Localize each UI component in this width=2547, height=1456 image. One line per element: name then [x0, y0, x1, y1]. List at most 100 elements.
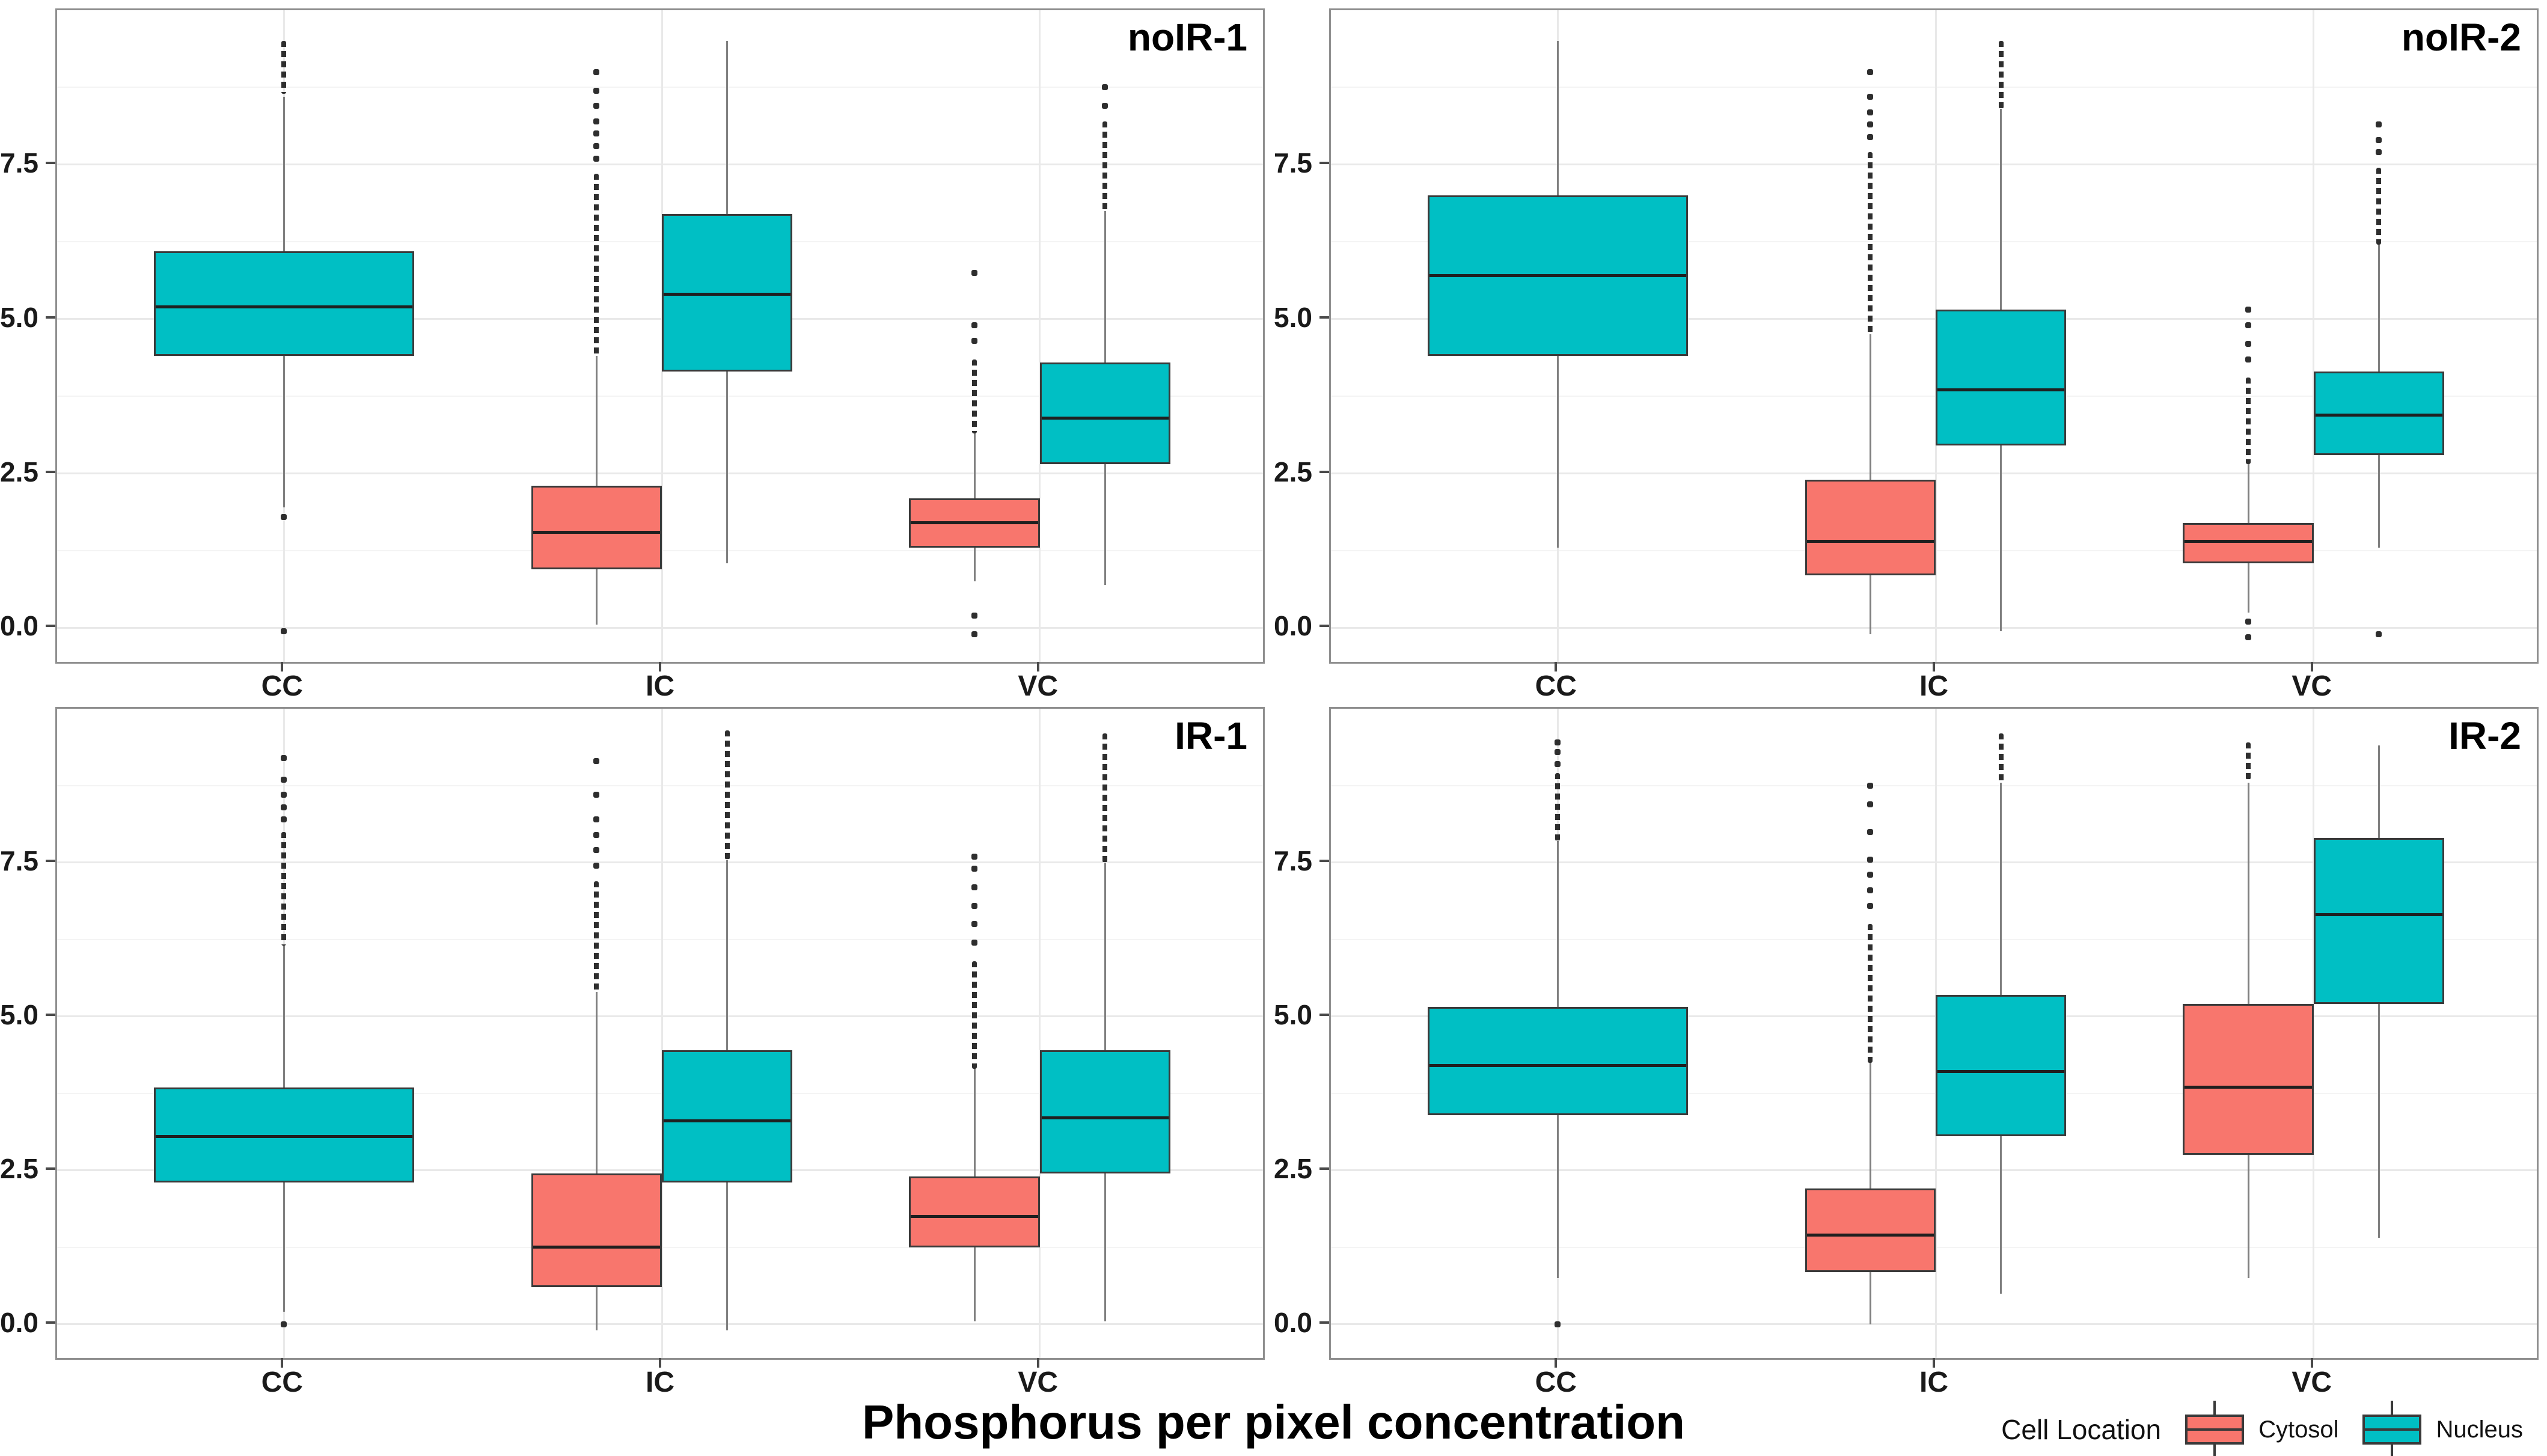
outlier-run [281, 831, 287, 946]
gridline-minor [1331, 87, 2537, 88]
x-tick-label-CC: CC [261, 670, 303, 702]
gridline-major [57, 1323, 1263, 1326]
facet-panel-noIR-1: noIR-1 7.5 5.0 2.5 0.0 CC IC VC [0, 0, 1273, 702]
outlier-point [593, 130, 600, 137]
outlier-point [2376, 631, 2382, 637]
outlier-point [1867, 887, 1874, 893]
median-line [1041, 416, 1169, 420]
upper-whisker [1556, 841, 1559, 1008]
box-CC-Nucleus [153, 1087, 414, 1183]
gridline-minor [57, 785, 1263, 786]
outlier-point [2245, 307, 2252, 313]
y-tick-label: 5.0 [1274, 301, 1312, 333]
outlier-point [971, 853, 978, 860]
x-tick-mark [281, 662, 284, 671]
y-tick-mark [46, 1167, 55, 1170]
y-tick-label: 0.0 [1274, 1306, 1312, 1338]
outlier-run [594, 881, 599, 992]
outlier-point [2245, 634, 2252, 640]
median-line [2315, 413, 2443, 417]
outlier-point [971, 866, 978, 872]
gridline-major [57, 318, 1263, 320]
box-CC-Nucleus [1427, 1007, 1688, 1115]
box-IC-Nucleus [1936, 310, 2067, 446]
outlier-point [1555, 739, 1561, 746]
y-tick-label: 2.5 [0, 1152, 38, 1184]
upper-whisker [726, 859, 729, 1051]
x-tick-label-VC: VC [1018, 670, 1059, 702]
outlier-point [971, 269, 978, 276]
median-line [911, 1215, 1038, 1219]
gridline-minor [1331, 785, 2537, 786]
gridline-minor [1331, 396, 2537, 397]
outlier-point [971, 902, 978, 909]
outlier-run [1998, 733, 2004, 783]
outlier-point [971, 337, 978, 344]
legend-item-cytosol: Cytosol [2182, 1401, 2338, 1456]
upper-whisker [2377, 245, 2380, 372]
outlier-point [971, 884, 978, 890]
gridline-vertical [1039, 709, 1041, 1358]
lower-whisker [973, 547, 976, 582]
x-tick-mark [1036, 1358, 1039, 1368]
lower-whisker [1104, 1173, 1106, 1321]
outlier-point [593, 118, 600, 124]
upper-whisker [2000, 782, 2002, 995]
gridline-vertical [2313, 10, 2315, 662]
outlier-point [1867, 121, 1874, 128]
outlier-point [1555, 748, 1561, 755]
gridline-minor [1331, 1092, 2537, 1094]
gridline-major [57, 861, 1263, 864]
gridline-major [1331, 164, 2537, 166]
lower-whisker [2377, 1004, 2380, 1238]
outlier-point [281, 804, 287, 810]
outlier-run [1998, 41, 2004, 109]
outlier-point [281, 1321, 287, 1327]
x-tick-mark [659, 662, 661, 671]
lower-whisker [2000, 1136, 2002, 1294]
outlier-point [593, 143, 600, 150]
box-IC-Cytosol [531, 1173, 662, 1288]
y-tick-mark [46, 470, 55, 473]
lower-whisker [1556, 356, 1559, 548]
median-line [664, 1119, 791, 1123]
y-tick-label: 7.5 [0, 845, 38, 876]
y-tick-mark [1319, 625, 1329, 628]
box-IC-Nucleus [1936, 995, 2067, 1137]
outlier-point [593, 831, 600, 838]
outlier-point [593, 863, 600, 869]
median-line [533, 530, 660, 534]
outlier-point [593, 87, 600, 94]
lower-whisker [283, 1182, 285, 1312]
outlier-point [971, 940, 978, 946]
gridline-major [1331, 1169, 2537, 1172]
outlier-point [281, 776, 287, 783]
median-line [155, 1134, 412, 1138]
outlier-point [1867, 69, 1874, 75]
outlier-point [971, 631, 978, 637]
median-line [1806, 1233, 1934, 1237]
outlier-point [2376, 149, 2382, 156]
y-tick-label: 7.5 [1274, 845, 1312, 876]
box-IC-Cytosol [1805, 1188, 1936, 1272]
x-tick-mark [2310, 1358, 2313, 1368]
x-tick-mark [2310, 662, 2313, 671]
outlier-run [594, 174, 599, 356]
median-line [2185, 1086, 2312, 1089]
median-line [1937, 1070, 2065, 1074]
y-tick-mark [1319, 1013, 1329, 1016]
y-tick-mark [1319, 316, 1329, 319]
outlier-point [1867, 856, 1874, 863]
upper-whisker [2000, 109, 2002, 310]
lower-whisker [726, 1182, 729, 1330]
gridline-vertical [2313, 709, 2315, 1358]
outlier-run [1102, 121, 1108, 211]
y-tick-label: 2.5 [1274, 456, 1312, 488]
x-tick-label-VC: VC [2292, 670, 2332, 702]
outlier-run [2246, 742, 2251, 780]
outlier-point [1867, 902, 1874, 909]
y-tick-label: 7.5 [1274, 147, 1312, 179]
upper-whisker [973, 1068, 976, 1176]
lower-whisker [2247, 563, 2249, 613]
x-tick-mark [1555, 662, 1558, 671]
